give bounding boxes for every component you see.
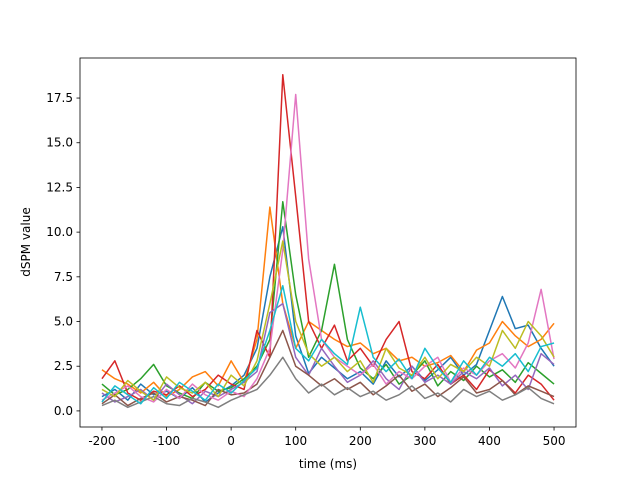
plot-frame bbox=[79, 57, 577, 428]
x-tick-label: 200 bbox=[349, 434, 372, 448]
x-tick-label: -200 bbox=[88, 434, 115, 448]
y-tick-label: 0.0 bbox=[54, 404, 73, 418]
x-tick-label: 0 bbox=[227, 434, 235, 448]
series-line bbox=[101, 356, 555, 409]
y-tick-label: 15.0 bbox=[46, 136, 73, 150]
series-line bbox=[101, 200, 555, 400]
series-line bbox=[101, 206, 555, 398]
y-tick-label: 12.5 bbox=[46, 180, 73, 194]
x-tick-label: 400 bbox=[478, 434, 501, 448]
series-line bbox=[101, 74, 555, 401]
y-tick-label: 5.0 bbox=[54, 315, 73, 329]
y-tick-label: 7.5 bbox=[54, 270, 73, 284]
x-tick-label: 300 bbox=[413, 434, 436, 448]
series-line bbox=[101, 285, 555, 405]
x-tick-label: 500 bbox=[543, 434, 566, 448]
y-tick-label: 2.5 bbox=[54, 359, 73, 373]
x-axis-label: time (ms) bbox=[299, 457, 357, 471]
y-axis-label: dSPM value bbox=[19, 207, 33, 276]
series-line bbox=[101, 93, 555, 403]
y-tick-label: 17.5 bbox=[46, 91, 73, 105]
y-tick-label: 10.0 bbox=[46, 225, 73, 239]
x-tick-label: -100 bbox=[153, 434, 180, 448]
x-tick-label: 100 bbox=[284, 434, 307, 448]
series-line bbox=[101, 302, 555, 405]
series-line bbox=[101, 240, 555, 401]
